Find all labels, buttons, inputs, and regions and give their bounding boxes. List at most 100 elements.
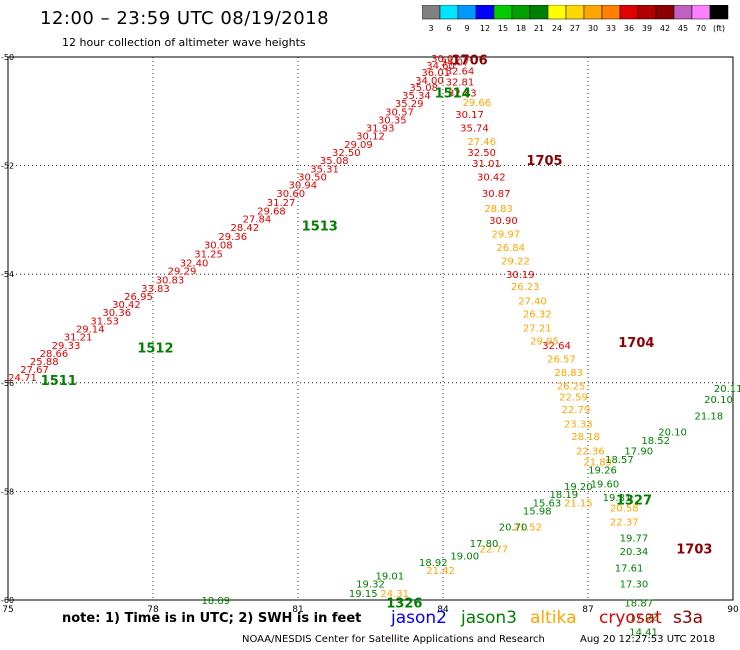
cryosat-swh-label: 35.31 <box>310 164 339 175</box>
cryosat-swh-label: 27.67 <box>20 365 49 376</box>
cryosat-swh-label: 33.83 <box>141 284 170 295</box>
colorbar-swatch <box>583 5 603 20</box>
footer-note: note: 1) Time is in UTC; 2) SWH is in fe… <box>62 611 362 626</box>
jason3-swh-label: 19.26 <box>588 466 617 477</box>
colorbar-swatch <box>691 5 711 20</box>
x-tick-label: 90 <box>727 605 739 615</box>
pass-number-label: 1706 <box>451 54 487 69</box>
colorbar-swatch <box>619 5 639 20</box>
pass-number-label: 1511 <box>41 374 77 389</box>
cryosat-swh-label: 32.50 <box>332 148 361 159</box>
jason3-swh-label: 17.30 <box>620 580 649 591</box>
altika-swh-label: 21.15 <box>564 498 593 509</box>
cryosat-swh-label: 29.29 <box>168 266 197 277</box>
x-tick-label: 78 <box>147 605 159 615</box>
colorbar-label: 12 <box>480 24 490 33</box>
y-tick-label: -56 <box>1 379 14 388</box>
jason3-swh-label: 19.31 <box>603 493 632 504</box>
cryosat-swh-label: 30.57 <box>385 107 414 118</box>
colorbar-swatch <box>547 5 567 20</box>
colorbar-label: 42 <box>660 24 670 33</box>
altika-swh-label: 21.42 <box>426 566 455 577</box>
cryosat-swh-label: 26.95 <box>124 292 153 303</box>
pass-number-label: 1326 <box>386 597 422 612</box>
altika-swh-label: 29.22 <box>501 257 530 268</box>
altika-swh-label: 27.40 <box>518 296 547 307</box>
x-tick-label: 81 <box>292 605 303 615</box>
cryosat-swh-label: 31.53 <box>90 316 119 327</box>
colorbar-label: 18 <box>516 24 526 33</box>
altika-swh-label: 22.36 <box>576 447 605 458</box>
timestamp-text: Aug 20 12:27:53 UTC 2018 <box>580 634 716 645</box>
altika-swh-label: 22.59 <box>559 392 588 403</box>
jason3-swh-label: 17.61 <box>615 563 644 574</box>
altika-swh-label: 28.83 <box>554 368 583 379</box>
cryosat-swh-label: 32.64 <box>542 341 571 352</box>
axes: 75 78 81 84 87 90 -50 -52 -54 -56 -58 -60 <box>1 53 739 615</box>
cryosat-swh-label: 30.17 <box>455 110 484 121</box>
cryosat-swh-label: 30.08 <box>204 240 233 251</box>
cryosat-swh-label: 31.27 <box>267 198 296 209</box>
colorbar-swatch <box>565 5 585 20</box>
altika-swh-label: 21.52 <box>513 523 542 534</box>
mission-jason3: jason3 <box>461 608 517 628</box>
colorbar-legend: 3 6 9 12 15 18 21 24 27 30 33 36 39 42 45 70 (ft) <box>422 5 729 33</box>
jason3-swh-label: 15.98 <box>523 506 552 517</box>
cryosat-swh-label: 34.60 <box>426 61 455 72</box>
altika-swh-label: 29.66 <box>463 98 492 109</box>
jason3-swh-label: 17.02 <box>629 612 658 623</box>
colorbar-label: 30 <box>588 24 598 33</box>
jason3-swh-label: 15.63 <box>533 498 562 509</box>
altika-swh-label: 29.97 <box>492 229 521 240</box>
grid <box>7 56 734 601</box>
credit-text: NOAA/NESDIS Center for Satellite Applica… <box>242 634 545 645</box>
cryosat-swh-label: 31.25 <box>194 250 223 261</box>
colorbar-label: 6 <box>446 24 451 33</box>
cryosat-swh-label: 30.90 <box>489 216 518 227</box>
cryosat-swh-label: 28.42 <box>231 223 260 234</box>
cryosat-swh-label: 31.01 <box>472 159 501 170</box>
altika-swh-label: 22.77 <box>479 544 508 555</box>
altika-swh-label: 26.32 <box>523 309 552 320</box>
y-tick-label: -50 <box>1 53 14 62</box>
mission-s3a: s3a <box>673 608 704 628</box>
pass-number-label: 1705 <box>526 154 562 169</box>
cryosat-swh-label: 30.12 <box>356 132 385 143</box>
jason3-swh-label: 19.01 <box>376 572 405 583</box>
jason3-swh-label: 19.77 <box>620 534 649 545</box>
y-tick-label: -52 <box>1 162 14 171</box>
cryosat-swh-label: 25.88 <box>30 357 59 368</box>
cryosat-swh-label: 29.09 <box>344 140 373 151</box>
cryosat-swh-label: 35.08 <box>409 83 438 94</box>
altika-swh-label: 29.95 <box>530 336 559 347</box>
pass-number-label: 1512 <box>137 342 173 357</box>
mission-cryosat: cryosat <box>599 608 662 628</box>
pass-labels: 1706 1705 1704 1703 1514 1513 1512 1511 1327 1326 <box>41 54 713 612</box>
colorbar-label: 70 <box>696 24 706 33</box>
jason3-swh-label: 20.10 <box>658 428 687 439</box>
cryosat-swh-label: 30.87 <box>482 189 511 200</box>
cryosat-swh-label: 32.40 <box>180 258 209 269</box>
y-tick-label: -54 <box>1 270 14 279</box>
pass-number-label: 1327 <box>616 494 652 509</box>
cryosat-swh-label: 30.83 <box>156 276 185 287</box>
y-tick-label: -58 <box>1 487 14 496</box>
data-labels: 24.7127.6725.8828.6629.3331.2129.1431.53… <box>8 54 740 638</box>
cryosat-swh-label: 34.00 <box>415 76 444 87</box>
altika-swh-label: 21.89 <box>583 458 612 469</box>
altika-swh-label: 26.84 <box>496 243 525 254</box>
colorbar-label: 9 <box>464 24 469 33</box>
cryosat-swh-label: 30.42 <box>112 300 141 311</box>
colorbar-label: 39 <box>642 24 652 33</box>
chart-subtitle: 12 hour collection of altimeter wave hei… <box>62 36 306 49</box>
cryosat-swh-label: 35.29 <box>395 99 424 110</box>
colorbar-swatch <box>493 5 513 20</box>
altika-swh-label: 26.23 <box>511 282 540 293</box>
cryosat-swh-label: 31.21 <box>64 333 93 344</box>
cryosat-swh-label: 30.19 <box>506 270 535 281</box>
cryosat-swh-label: 32.81 <box>446 77 475 88</box>
cryosat-swh-label: 29.14 <box>76 325 105 336</box>
chart-title: 12:00 – 23:59 UTC 08/19/2018 <box>40 8 330 29</box>
jason3-swh-label: 19.32 <box>356 580 385 591</box>
colorbar-label: 45 <box>678 24 688 33</box>
